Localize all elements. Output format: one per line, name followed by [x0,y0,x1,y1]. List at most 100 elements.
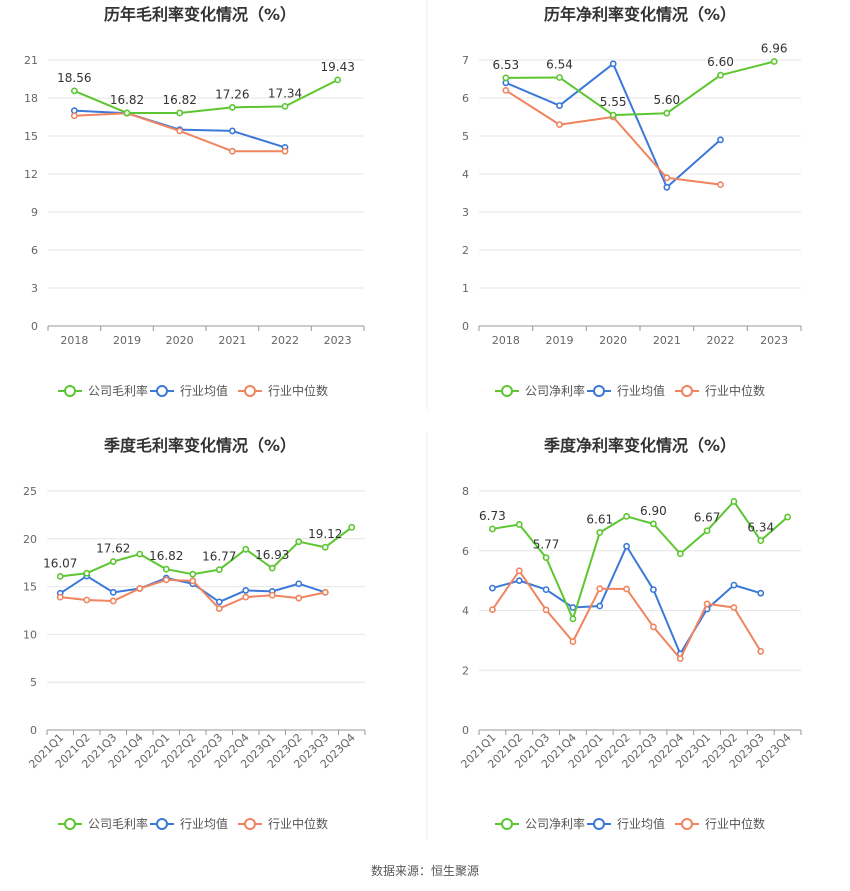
data-point-industry_median[interactable] [489,606,496,614]
data-point-industry_avg[interactable] [295,580,303,588]
data-point-industry_avg[interactable] [515,577,523,585]
data-point-industry_median[interactable] [730,604,738,611]
data-point-company[interactable] [70,87,78,95]
data-point-industry_median[interactable] [703,600,711,608]
data-point-industry_avg[interactable] [556,102,563,109]
data-point-industry_median[interactable] [623,585,630,593]
legend-item-industry_median[interactable]: 行业中位数 [238,383,328,398]
data-point-company[interactable] [189,570,197,578]
legend-item-industry_avg[interactable]: 行业均值 [150,383,228,398]
data-point-company[interactable] [321,543,329,551]
data-point-company[interactable] [228,103,236,111]
data-point-company[interactable] [268,564,276,572]
data-point-industry_median[interactable] [295,594,303,602]
data-point-company[interactable] [123,109,131,117]
data-point-industry_median[interactable] [268,591,276,599]
legend-item-industry_avg[interactable]: 行业均值 [587,816,665,831]
data-point-industry_avg[interactable] [663,183,671,191]
data-point-company[interactable] [770,58,778,65]
data-point-industry_median[interactable] [162,576,170,584]
data-point-company[interactable] [242,545,250,553]
data-point-industry_avg[interactable] [596,602,604,610]
data-point-company[interactable] [757,537,765,544]
data-point-industry_avg[interactable] [730,581,738,589]
legend-item-industry_avg[interactable]: 行业均值 [150,816,228,831]
data-point-company[interactable] [784,513,791,521]
data-point-industry_median[interactable] [676,655,684,662]
data-point-company[interactable] [717,71,724,79]
data-point-company[interactable] [542,554,550,562]
data-point-company[interactable] [703,527,711,535]
data-point-industry_median[interactable] [757,648,765,655]
data-point-industry_median[interactable] [502,87,510,94]
data-point-company[interactable] [215,566,223,574]
data-point-industry_median[interactable] [242,593,250,601]
data-point-industry_avg[interactable] [623,542,630,550]
data-point-company[interactable] [569,615,577,623]
data-point-company[interactable] [176,109,184,117]
data-point-industry_avg[interactable] [542,586,550,593]
data-point-industry_median[interactable] [717,181,724,189]
data-point-company[interactable] [348,523,356,531]
data-point-industry_median[interactable] [596,585,604,593]
legend-item-company[interactable]: 公司毛利率 [58,816,148,831]
data-point-industry_median[interactable] [70,112,78,120]
data-point-company[interactable] [136,550,144,558]
legend-item-company[interactable]: 公司净利率 [495,383,585,398]
data-point-industry_median[interactable] [176,127,184,135]
data-point-industry_median[interactable] [281,147,289,155]
data-point-industry_avg[interactable] [609,60,617,68]
data-point-industry_median[interactable] [542,606,550,614]
legend-item-industry_median[interactable]: 行业中位数 [238,816,328,831]
data-point-company[interactable] [281,102,289,110]
data-point-industry_avg[interactable] [569,604,577,611]
data-point-industry_median[interactable] [228,147,236,155]
data-point-company[interactable] [489,525,496,533]
data-point-company[interactable] [663,109,671,117]
legend-item-industry_median[interactable]: 行业中位数 [675,816,765,831]
data-point-company[interactable] [515,521,523,528]
data-point-industry_median[interactable] [109,597,117,605]
data-point-company[interactable] [334,76,342,84]
data-point-company[interactable] [676,550,684,558]
data-point-company[interactable] [162,565,170,573]
data-point-company[interactable] [609,111,617,119]
data-point-industry_avg[interactable] [109,588,117,596]
data-point-company[interactable] [83,569,91,577]
data-point-industry_avg[interactable] [650,586,657,593]
legend-item-industry_median[interactable]: 行业中位数 [675,383,765,398]
data-point-company[interactable] [623,512,630,520]
data-point-industry_median[interactable] [321,588,329,596]
legend-marker [593,818,605,830]
legend-item-company[interactable]: 公司毛利率 [58,383,148,398]
data-point-company[interactable] [502,74,510,82]
data-point-company[interactable] [295,538,303,546]
data-point-industry_avg[interactable] [215,598,223,606]
data-point-industry_median[interactable] [56,593,64,601]
data-point-company[interactable] [556,74,563,81]
data-point-industry_median[interactable] [556,121,563,128]
legend-item-industry_avg[interactable]: 行业均值 [587,383,665,398]
data-point-industry_avg[interactable] [717,136,724,144]
data-point-industry_median[interactable] [650,623,657,631]
data-point-company[interactable] [109,558,117,565]
data-point-industry_median[interactable] [569,638,577,645]
y-tick-label: 0 [30,724,37,737]
data-point-company[interactable] [56,572,64,580]
chart-panel-3: 季度毛利率变化情况（%）05101520252021Q12021Q22021Q3… [23,436,366,831]
data-point-industry_median[interactable] [83,596,91,604]
data-point-industry_median[interactable] [215,605,223,612]
data-point-industry_avg[interactable] [228,127,236,135]
data-point-industry_median[interactable] [136,585,144,592]
data-point-industry_avg[interactable] [242,587,250,594]
data-point-industry_avg[interactable] [757,589,765,597]
data-point-industry_avg[interactable] [489,584,496,592]
data-point-company[interactable] [730,498,738,505]
data-point-company[interactable] [596,529,604,536]
x-tick-label: 2021 [653,334,681,347]
data-point-company[interactable] [650,520,657,528]
legend-item-company[interactable]: 公司净利率 [495,816,585,831]
data-point-industry_median[interactable] [189,577,197,585]
data-point-industry_median[interactable] [663,174,671,182]
data-point-industry_median[interactable] [515,567,523,575]
